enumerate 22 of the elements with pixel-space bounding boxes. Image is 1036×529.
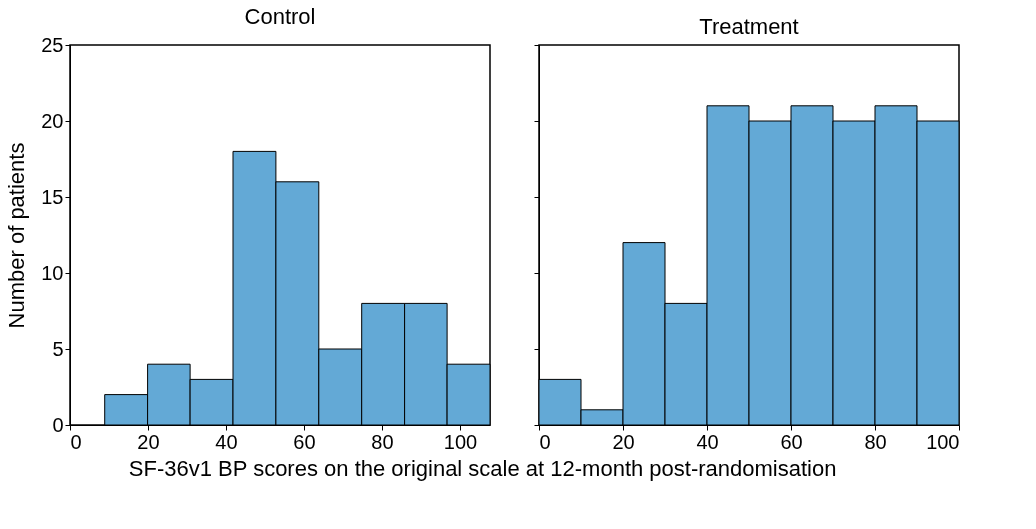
y-tick-label: 0 <box>52 413 64 436</box>
x-tick-label: 60 <box>293 430 316 453</box>
x-tick-label: 40 <box>696 430 719 453</box>
y-tick-label: 5 <box>52 337 64 360</box>
x-tick-label: 60 <box>780 430 803 453</box>
x-tick-label: 40 <box>215 430 238 453</box>
y-tick-label: 10 <box>41 261 64 284</box>
y-tick-label: 20 <box>41 109 64 132</box>
x-tick-label: 20 <box>612 430 635 453</box>
chart-title: Control <box>244 4 316 29</box>
x-tick-label: 0 <box>539 430 551 453</box>
x-tick-label: 80 <box>371 430 394 453</box>
x-tick-label: 0 <box>70 430 82 453</box>
chart-title: Treatment <box>699 13 799 39</box>
x-tick-label: 20 <box>137 430 160 453</box>
y-tick-label: 15 <box>41 185 64 208</box>
y-axis-title: Number of patients <box>4 142 30 329</box>
x-tick-label: 80 <box>864 430 887 453</box>
x-tick-label: 100 <box>443 430 478 453</box>
x-tick-label: 100 <box>926 430 960 453</box>
x-axis-title: SF-36v1 BP scores on the original scale at 12-month post-randomisation <box>128 455 837 481</box>
y-tick-label: 25 <box>41 33 64 56</box>
